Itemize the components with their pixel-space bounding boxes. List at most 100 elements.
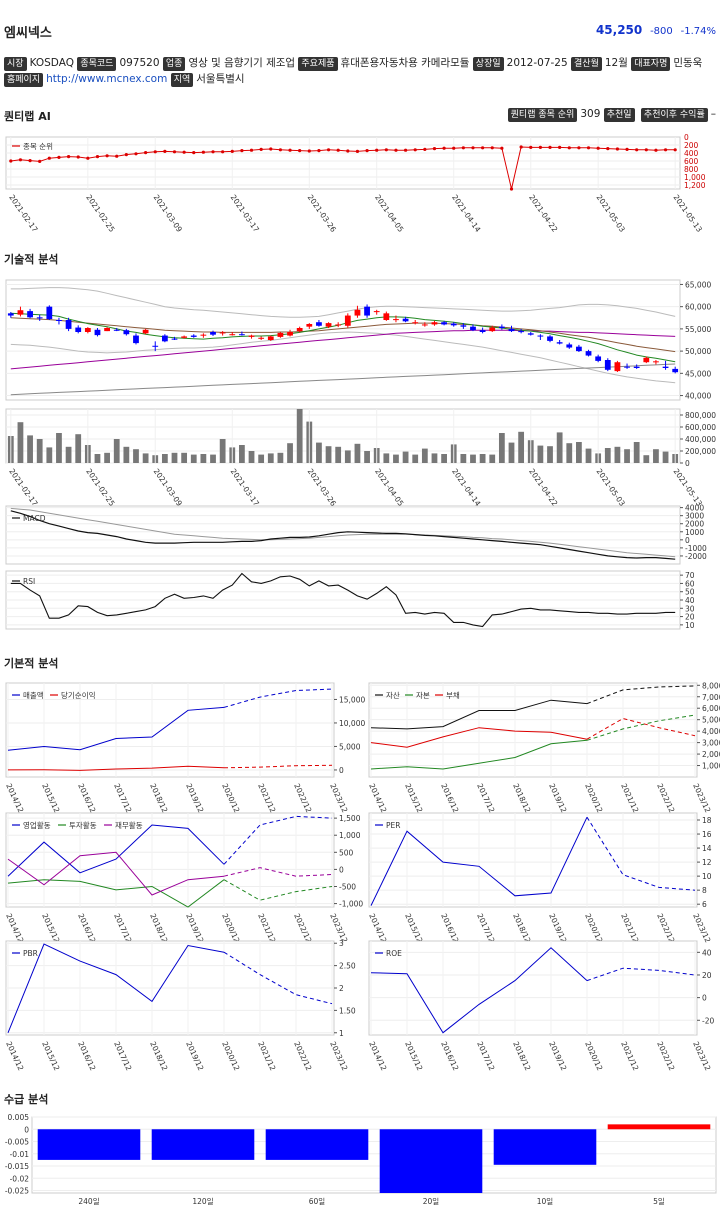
fin_per-ytick-label: 8	[702, 886, 707, 895]
supply-bar	[607, 1124, 711, 1130]
fin_pbr-xtick-label: 2016/12	[76, 1040, 97, 1072]
fin_roe-frame	[368, 940, 698, 1036]
fin_income-series-line	[7, 706, 225, 751]
rank-point	[365, 149, 369, 153]
rank-point	[625, 147, 629, 151]
fin_cashflow-ytick-label: 0	[339, 865, 344, 874]
fin_balance-ytick-label: 5,000	[702, 716, 720, 725]
volume-bar	[518, 431, 525, 463]
volume-bar	[537, 445, 544, 463]
price-candle-body	[94, 329, 101, 336]
price-candle-body	[595, 356, 602, 361]
fin_income-series-line	[7, 765, 225, 771]
price-candle-body	[258, 337, 265, 339]
rec-return-value: –	[710, 108, 716, 120]
price-candle-body	[364, 306, 370, 316]
rank-point	[615, 147, 620, 151]
volume-bar	[46, 447, 53, 463]
fin_balance-series-line	[370, 699, 588, 730]
rsi-line	[10, 572, 676, 628]
rank-point	[586, 146, 591, 150]
rank-point	[28, 159, 32, 163]
volume-bar	[325, 446, 332, 463]
fin_income-xtick-label: 2022/12	[292, 782, 313, 814]
fin_balance-series-forecast	[586, 685, 696, 705]
rsi-legend-label: RSI	[23, 577, 35, 586]
price-candle-body	[441, 322, 447, 325]
volume-bar	[267, 453, 274, 463]
macd-ytick-label: 4000	[685, 504, 704, 513]
price-candle-body	[537, 335, 544, 337]
price-candle-body	[614, 362, 621, 372]
supply-xtick-label: 20일	[423, 1197, 440, 1206]
fin_balance-series-line	[370, 727, 588, 748]
price-candle-body	[354, 309, 361, 316]
rsi-ytick-label: 30	[685, 604, 695, 613]
rank-point	[249, 148, 254, 152]
price-candle-body	[248, 335, 255, 337]
fin_pbr-xtick-label: 2022/12	[292, 1040, 313, 1072]
industry-value: 영상 및 음향기기 제조업	[188, 57, 296, 69]
price-candle-body	[373, 311, 380, 313]
rank-frame	[5, 136, 681, 190]
macd-ytick-label: 2000	[685, 520, 704, 529]
fin_per-xtick-label: 2019/12	[547, 912, 568, 944]
volume-bar	[662, 451, 669, 463]
fin_balance-xtick-label: 2020/12	[583, 782, 604, 814]
fin_cashflow-legend-label: 영업활동	[23, 820, 51, 830]
rank-point	[192, 151, 196, 155]
fin_pbr-xtick-label: 2017/12	[112, 1040, 133, 1072]
price-candle-body	[306, 324, 313, 327]
ceo-tag: 대표자명	[631, 57, 671, 71]
fin_roe-xtick-label: 2021/12	[619, 1040, 640, 1072]
volume-bar	[171, 452, 178, 463]
fiscal-tag: 결산월	[571, 57, 602, 71]
volume-ytick-label: 800,000	[685, 411, 716, 420]
rank-ytick-label: 200	[684, 141, 699, 150]
fin_cashflow-series-forecast	[223, 867, 333, 877]
volume-xtick-label: 2021-05-13	[672, 467, 705, 508]
price-candle-body	[335, 324, 342, 326]
volume-bar	[393, 454, 399, 463]
volume-bar	[498, 433, 505, 463]
volume-bar	[113, 439, 120, 463]
fin_balance-xtick-label: 2016/12	[439, 782, 460, 814]
supply-xtick-label: 120일	[192, 1197, 213, 1206]
fin_per-ytick-label: 10	[702, 872, 712, 881]
volume-ytick-label: 0	[685, 459, 690, 468]
price-candle-body	[470, 326, 476, 331]
price-bollinger-upper	[10, 287, 676, 318]
volume-bar	[421, 448, 428, 463]
price-candle-body	[181, 336, 188, 338]
price-candle-body	[123, 330, 130, 335]
fin_balance-frame	[368, 682, 698, 778]
rsi-ytick-label: 10	[685, 621, 695, 630]
fin_income-xtick-label: 2015/12	[40, 782, 61, 814]
price-candle-body	[489, 327, 496, 332]
current-price: 45,250	[595, 23, 643, 37]
volume-bar	[643, 455, 650, 463]
homepage-link[interactable]: http://www.mcnex.com	[46, 73, 168, 85]
fiscal-value: 12월	[604, 57, 628, 69]
rank-point	[529, 145, 533, 149]
rsi-ytick-label: 20	[685, 613, 695, 622]
rank-point	[558, 145, 562, 149]
price-ma-long	[10, 329, 676, 370]
volume-bar	[277, 452, 284, 463]
price-candle-body	[17, 310, 24, 315]
fin_cashflow-series-line	[7, 879, 225, 908]
industry-tag: 업종	[162, 57, 186, 71]
price-candle-body	[547, 336, 553, 341]
fin_roe-series-line	[370, 947, 588, 1034]
volume-xtick-label: 2021-03-09	[152, 467, 185, 508]
fin_balance-ytick-label: 1,000	[702, 762, 720, 771]
macd-ytick-label: -2000	[685, 552, 707, 561]
volume-xtick-label: 2021-03-26	[306, 467, 339, 508]
volume-bar	[653, 449, 659, 463]
volume-bar	[614, 446, 621, 463]
fin_income-xtick-label: 2014/12	[4, 782, 25, 814]
fin_roe-xtick-label: 2022/12	[655, 1040, 676, 1072]
volume-ytick-label: 400,000	[685, 435, 716, 444]
volume-bar	[65, 446, 72, 463]
rank-point	[500, 146, 504, 150]
